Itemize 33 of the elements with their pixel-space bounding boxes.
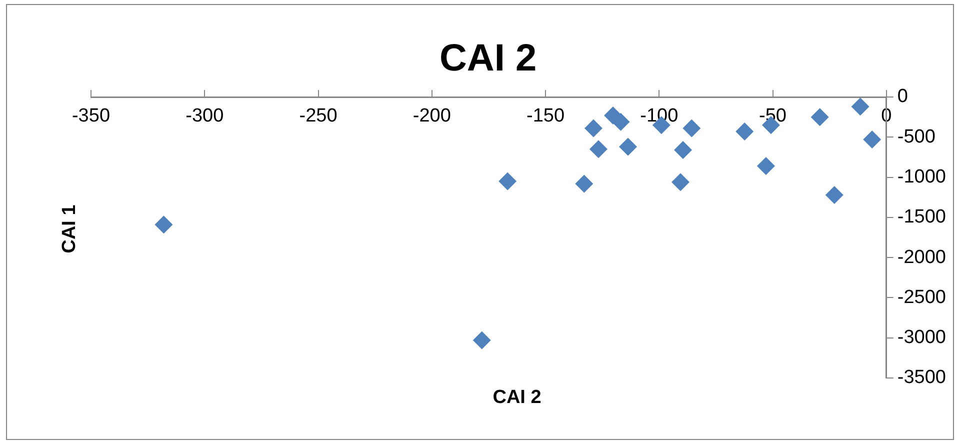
point [672,173,690,192]
point [810,108,829,126]
point [498,172,517,190]
y-tick-label: -3000 [897,327,946,348]
y-axis-title: CAI 1 [59,204,80,254]
y-tick-label: -500 [897,126,936,148]
point [851,98,870,116]
y-tick-label: -2000 [897,246,946,268]
x-tick-label: -200 [412,106,451,127]
x-axis-title: CAI 2 [492,387,542,408]
point [736,122,754,141]
point [589,140,608,158]
y-tick-label: -1000 [897,166,946,188]
point [682,119,701,138]
point [584,119,602,138]
point [756,157,775,176]
point [575,174,594,193]
chart-title: CAI 2 [439,37,537,80]
x-tick-label: -250 [299,106,338,127]
x-tick-label: -150 [526,106,565,127]
x-tick-label: -300 [186,106,224,127]
y-tick-label: 0 [897,86,908,108]
x-tick-label: -350 [72,106,110,127]
point [612,112,630,131]
point [154,216,173,234]
point [674,140,692,159]
point [863,130,882,149]
y-tick-label: -3500 [897,367,946,388]
point [472,331,491,350]
y-tick-label: -1500 [897,206,946,228]
y-tick-label: -2500 [897,286,946,308]
point [619,138,638,156]
point [825,186,844,204]
